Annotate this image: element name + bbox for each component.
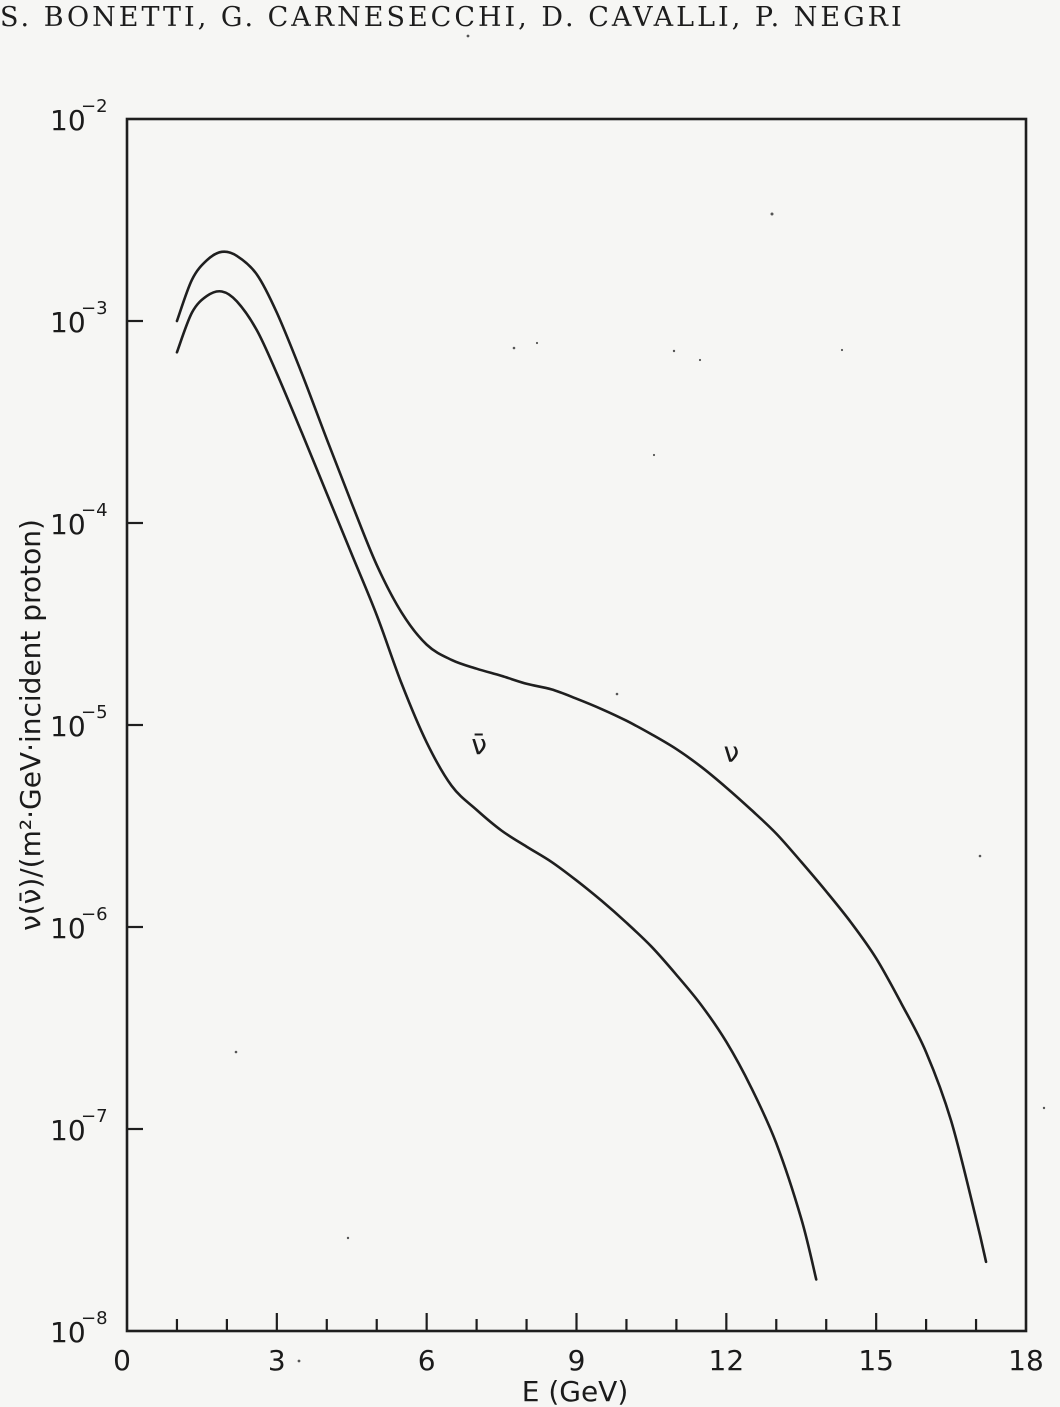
x-tick-label: 9 — [568, 1344, 586, 1377]
curve-neutrino — [175, 250, 988, 1264]
scan-speck — [512, 346, 516, 350]
y-tick-label-base: 10 — [50, 1114, 86, 1147]
y-tick-label-exponent: −3 — [81, 298, 108, 319]
scan-speck — [652, 453, 656, 457]
y-tick-label-exponent: −6 — [81, 904, 108, 925]
plot-frame — [125, 117, 1028, 1333]
x-axis-tick-labels: 0 3 6 9 12 15 18 — [113, 1344, 1044, 1377]
y-tick-label-base: 10 — [50, 912, 86, 945]
scan-speck — [672, 349, 676, 353]
y-tick-label: 10−3 — [50, 298, 108, 339]
x-tick-label: 12 — [709, 1344, 745, 1377]
y-tick-label: 10−5 — [50, 702, 108, 743]
x-axis-ticks — [175, 1313, 978, 1331]
y-tick-label-base: 10 — [50, 306, 86, 339]
y-tick-label: 10−2 — [50, 96, 108, 137]
y-axis-label: ν(ν̄)/(m²·GeV·incident proton) — [14, 519, 47, 931]
y-tick-label-exponent: −5 — [81, 702, 108, 723]
x-axis-label: E (GeV) — [522, 1375, 629, 1407]
scan-speck — [346, 1236, 350, 1240]
y-axis-ticks — [127, 319, 143, 1131]
scan-speck — [297, 1359, 301, 1363]
scan-speck — [466, 34, 470, 38]
scan-speck — [978, 854, 982, 858]
y-axis-tick-labels: 10−810−710−610−510−410−310−2 — [50, 96, 108, 1349]
y-tick-label-base: 10 — [50, 508, 86, 541]
x-tick-label: 3 — [268, 1344, 286, 1377]
y-tick-label-exponent: −7 — [81, 1106, 108, 1127]
scan-speck — [615, 692, 619, 696]
y-tick-label-exponent: −8 — [81, 1308, 108, 1329]
curve-antineutrino — [175, 289, 818, 1281]
scan-speck — [698, 358, 702, 362]
author-header: S. BONETTI, G. CARNESECCHI, D. CAVALLI, … — [0, 2, 905, 33]
scan-speck — [1042, 1106, 1046, 1110]
scan-specks — [234, 34, 1046, 1363]
scan-speck — [840, 348, 844, 352]
series-label-neutrino: ν — [724, 735, 740, 768]
series-labels: ν ν̄ — [471, 728, 739, 769]
scan-speck — [234, 1050, 238, 1054]
scan-speck — [535, 341, 539, 345]
y-tick-label-exponent: −4 — [81, 500, 108, 521]
x-tick-label: 0 — [113, 1344, 131, 1377]
y-tick-label-base: 10 — [50, 1316, 86, 1349]
y-tick-label: 10−6 — [50, 904, 108, 945]
x-tick-label: 18 — [1008, 1344, 1044, 1377]
data-curves — [175, 250, 988, 1281]
y-tick-label-exponent: −2 — [81, 96, 108, 117]
y-tick-label: 10−4 — [50, 500, 108, 541]
series-label-antineutrino: ν̄ — [471, 728, 487, 761]
scan-speck — [770, 212, 774, 216]
y-tick-label: 10−8 — [50, 1308, 108, 1349]
x-tick-label: 15 — [858, 1344, 894, 1377]
y-tick-label: 10−7 — [50, 1106, 108, 1147]
y-tick-label-base: 10 — [50, 710, 86, 743]
x-tick-label: 6 — [418, 1344, 436, 1377]
y-tick-label-base: 10 — [50, 104, 86, 137]
